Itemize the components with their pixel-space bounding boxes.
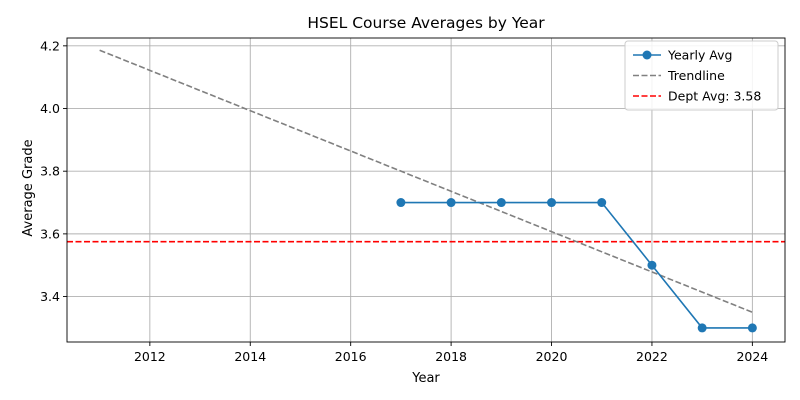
yearly-avg-point xyxy=(396,198,406,208)
y-tick-label: 4.2 xyxy=(40,38,60,53)
y-tick-label: 4.0 xyxy=(40,101,60,116)
x-tick-label: 2020 xyxy=(536,349,568,364)
yearly-avg-point xyxy=(597,198,607,208)
x-tick-label: 2012 xyxy=(134,349,166,364)
yearly-avg-point xyxy=(697,323,707,333)
x-axis-label: Year xyxy=(411,371,440,386)
x-tick-label: 2018 xyxy=(435,349,467,364)
series-layer xyxy=(99,49,757,333)
legend-label-yearly-avg: Yearly Avg xyxy=(667,48,732,63)
x-tick-label: 2024 xyxy=(736,349,768,364)
yearly-avg-line xyxy=(400,201,753,329)
yearly-avg-point xyxy=(496,198,506,208)
legend-box xyxy=(624,40,779,111)
y-tick-label: 3.8 xyxy=(40,164,60,179)
x-tick-label: 2022 xyxy=(636,349,668,364)
legend: Yearly Avg Trendline Dept Avg: 3.58 xyxy=(624,40,779,111)
y-tick-label: 3.4 xyxy=(40,289,60,304)
legend-label-trendline: Trendline xyxy=(667,68,725,83)
trendline-line xyxy=(99,49,753,313)
y-tick-label: 3.6 xyxy=(40,226,60,241)
yearly-avg-point xyxy=(446,198,456,208)
yearly-avg-point xyxy=(647,260,657,270)
yearly-avg-point xyxy=(747,323,757,333)
chart-title: HSEL Course Averages by Year xyxy=(307,14,545,32)
plot-area-frame xyxy=(66,37,786,343)
x-axis-ticks: 2012 2014 2016 2018 2020 2022 2024 xyxy=(134,342,768,364)
y-axis-label: Average Grade xyxy=(21,139,36,236)
legend-label-dept-avg: Dept Avg: 3.58 xyxy=(668,89,761,104)
x-tick-label: 2016 xyxy=(335,349,367,364)
y-axis-ticks: 3.4 3.6 3.8 4.0 4.2 xyxy=(40,38,67,304)
yearly-avg-point xyxy=(547,198,557,208)
x-tick-label: 2014 xyxy=(234,349,266,364)
legend-marker-yearly-avg xyxy=(642,50,652,60)
